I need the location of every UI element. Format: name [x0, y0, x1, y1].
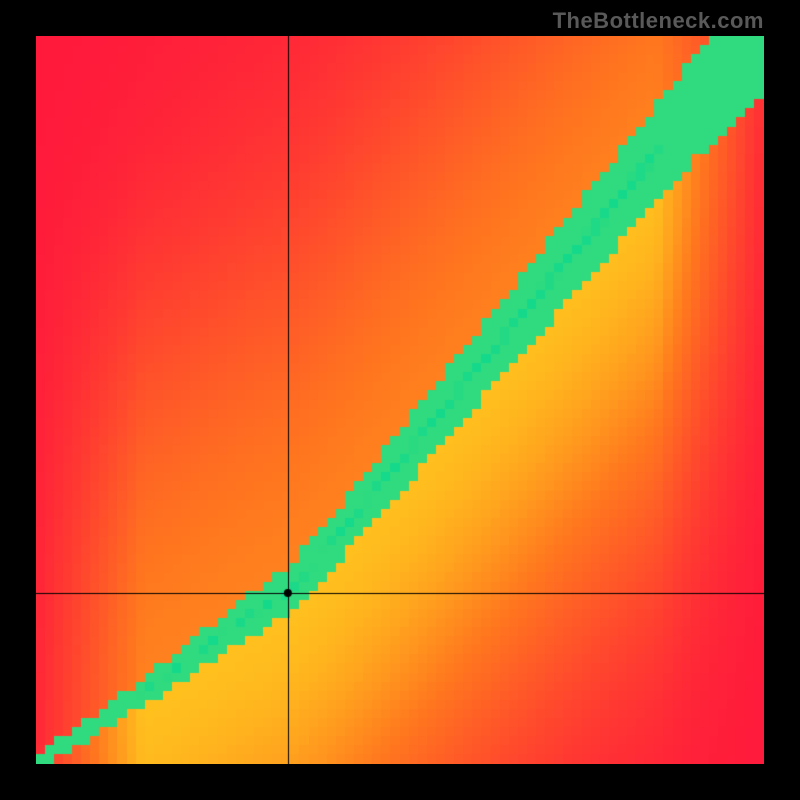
chart-container: TheBottleneck.com: [0, 0, 800, 800]
heatmap-plot: [36, 36, 764, 764]
watermark-text: TheBottleneck.com: [553, 8, 764, 34]
heatmap-canvas: [36, 36, 764, 764]
